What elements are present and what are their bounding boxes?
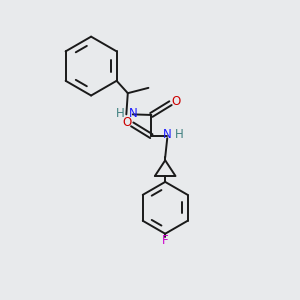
Text: H: H	[116, 107, 124, 120]
Text: N: N	[128, 107, 137, 120]
Text: F: F	[162, 234, 169, 247]
Text: H: H	[175, 128, 183, 142]
Text: N: N	[163, 128, 172, 142]
Text: O: O	[122, 116, 131, 129]
Text: O: O	[171, 95, 180, 108]
